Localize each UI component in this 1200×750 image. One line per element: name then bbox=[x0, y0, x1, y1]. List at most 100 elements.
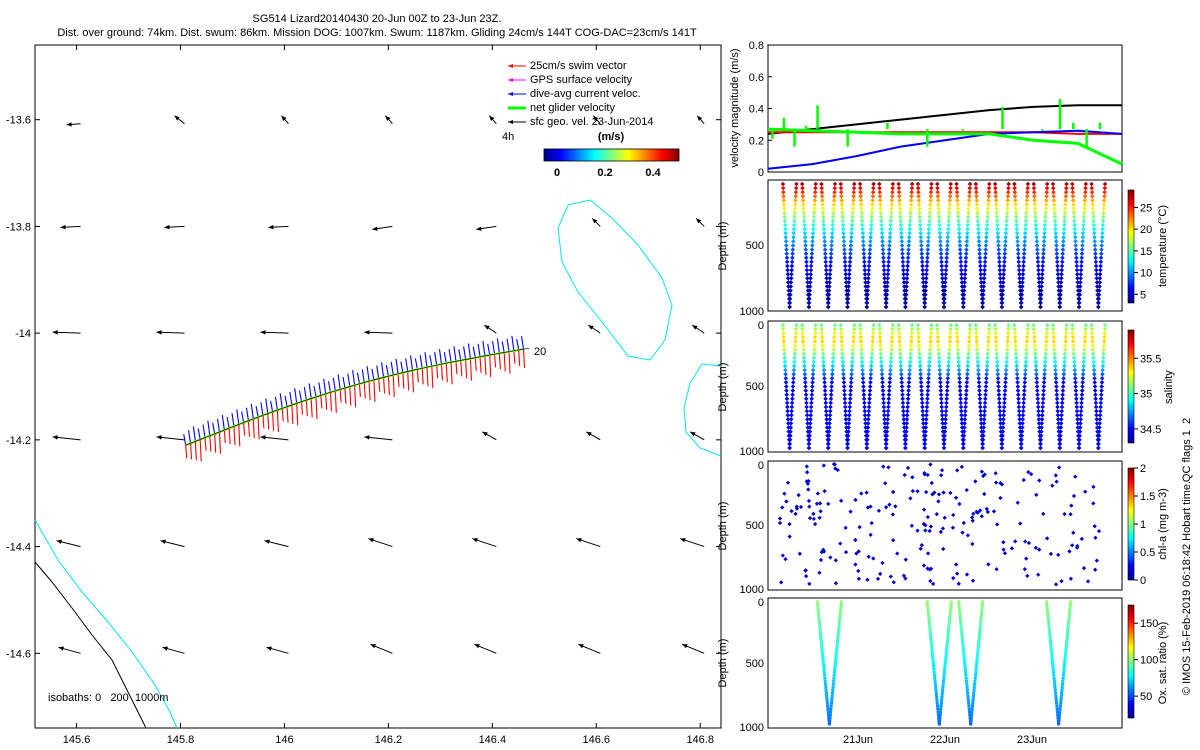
salinity-point bbox=[1004, 355, 1010, 361]
salinity-point bbox=[944, 400, 949, 406]
temperature-point bbox=[881, 259, 886, 265]
temperature-point bbox=[1023, 218, 1029, 224]
salinity-point bbox=[946, 367, 951, 373]
chla-point bbox=[777, 520, 783, 526]
salinity-point bbox=[899, 380, 905, 385]
salinity-point bbox=[974, 347, 980, 352]
temperature-point bbox=[1072, 230, 1078, 236]
salinity-point bbox=[942, 433, 947, 438]
temperature-point bbox=[847, 263, 853, 269]
oxygen-point bbox=[976, 646, 980, 650]
temperature-point bbox=[787, 296, 793, 302]
temperature-point bbox=[958, 259, 964, 265]
salinity-point bbox=[900, 404, 906, 410]
swim-vector bbox=[354, 385, 357, 408]
oxygen-point bbox=[1060, 692, 1064, 695]
oxygen-point bbox=[979, 621, 983, 625]
temperature-point bbox=[1072, 226, 1078, 232]
temperature-point bbox=[867, 255, 872, 261]
chla-cbar-label: chl-a (mg m-3) bbox=[1157, 488, 1169, 560]
map-ytick-label: -14 bbox=[15, 328, 31, 340]
temperature-point bbox=[806, 300, 812, 306]
swim-vector bbox=[469, 358, 472, 381]
salinity-point bbox=[868, 376, 873, 381]
temperature-point bbox=[940, 280, 945, 285]
chla-point bbox=[936, 492, 942, 497]
salinity-point bbox=[829, 380, 835, 385]
salinity-point bbox=[967, 330, 972, 336]
oxygen-point bbox=[1068, 609, 1072, 613]
salinity-point bbox=[862, 408, 868, 414]
salinity-point bbox=[1074, 400, 1079, 406]
temperature-point bbox=[1041, 251, 1046, 256]
oxygen-point bbox=[1063, 661, 1067, 665]
salinity-point bbox=[1003, 380, 1008, 385]
oxygen-point bbox=[1059, 698, 1063, 702]
chla-point bbox=[886, 465, 891, 470]
oxygen-point bbox=[1055, 710, 1059, 714]
oxygen-point bbox=[947, 621, 951, 625]
temperature-point bbox=[1020, 271, 1026, 277]
chla-point bbox=[938, 529, 943, 534]
salinity-point bbox=[1013, 343, 1018, 348]
temperature-point bbox=[980, 304, 985, 310]
salinity-point bbox=[1044, 322, 1050, 328]
salinity-point bbox=[956, 359, 961, 365]
temperature-point bbox=[843, 276, 849, 281]
salinity-point bbox=[880, 380, 885, 385]
salinity-point bbox=[1099, 392, 1104, 397]
salinity-point bbox=[974, 335, 979, 340]
temperature-point bbox=[1019, 296, 1024, 302]
current-vector bbox=[303, 386, 307, 401]
oxygen-point bbox=[836, 637, 840, 641]
temperature-point bbox=[981, 288, 986, 293]
salinity-point bbox=[958, 400, 964, 406]
salinity-point bbox=[781, 347, 787, 352]
salinity-cbar-tick-label: 35.5 bbox=[1140, 353, 1161, 365]
salinity-point bbox=[936, 355, 942, 361]
temperature-point bbox=[886, 263, 891, 269]
salinity-point bbox=[943, 417, 948, 422]
salinity-point bbox=[1032, 347, 1038, 352]
velocity-ytick-label: 0.2 bbox=[749, 135, 764, 147]
temperature-point bbox=[1020, 280, 1025, 285]
salinity-point bbox=[1004, 363, 1009, 369]
salinity-point bbox=[965, 355, 971, 361]
map-y-ticks: -13.6-13.8-14-14.2-14.4-14.6 bbox=[6, 115, 721, 660]
chla-point bbox=[817, 501, 823, 506]
salinity-point bbox=[1090, 343, 1095, 348]
salinity-point bbox=[958, 392, 963, 397]
salinity-point bbox=[1098, 408, 1103, 414]
temperature-point bbox=[1002, 259, 1007, 265]
temperature-point bbox=[904, 276, 910, 281]
salinity-point bbox=[957, 384, 963, 389]
salinity-point bbox=[1033, 367, 1039, 373]
salinity-point bbox=[1057, 445, 1063, 451]
salinity-point bbox=[793, 326, 799, 332]
salinity-point bbox=[849, 359, 855, 365]
temperature-point bbox=[998, 280, 1003, 285]
salinity-point bbox=[871, 326, 876, 332]
chla-point bbox=[856, 576, 861, 581]
chla-point bbox=[1001, 540, 1006, 545]
chla-point bbox=[891, 580, 896, 585]
oxygen-point bbox=[1048, 631, 1052, 634]
salinity-point bbox=[862, 412, 868, 418]
chla-point bbox=[838, 541, 843, 546]
oxygen-point bbox=[1050, 652, 1054, 656]
oxygen-point bbox=[973, 682, 977, 686]
oxygen-point bbox=[1058, 710, 1062, 714]
temperature-point bbox=[1089, 185, 1095, 191]
salinity-point bbox=[1081, 367, 1086, 373]
temperature-point bbox=[1058, 284, 1064, 289]
salinity-point bbox=[996, 396, 1002, 402]
salinity-point bbox=[1090, 339, 1095, 344]
salinity-point bbox=[905, 408, 910, 414]
salinity-point bbox=[846, 417, 852, 422]
temperature-point bbox=[805, 276, 810, 281]
oxygen-points bbox=[815, 600, 1073, 726]
oxygen-point bbox=[939, 707, 943, 711]
swim-vector bbox=[189, 443, 193, 460]
oxygen-point bbox=[977, 637, 981, 641]
temperature-point bbox=[827, 284, 832, 289]
